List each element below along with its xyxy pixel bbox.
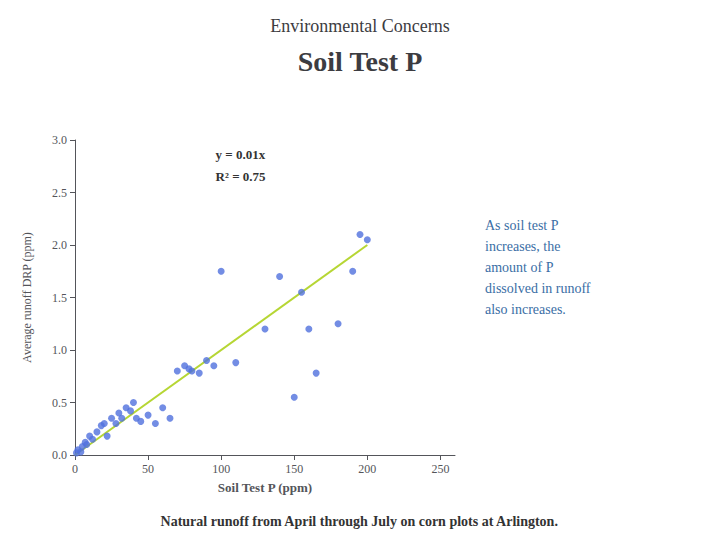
svg-text:150: 150 (285, 462, 303, 476)
svg-text:increases, the: increases, the (485, 239, 560, 254)
svg-text:1.5: 1.5 (52, 291, 67, 305)
svg-text:2.0: 2.0 (52, 238, 67, 252)
svg-text:R² = 0.75: R² = 0.75 (216, 169, 266, 184)
svg-text:0.0: 0.0 (52, 448, 67, 462)
svg-text:250: 250 (431, 462, 449, 476)
svg-text:0.5: 0.5 (52, 396, 67, 410)
svg-text:200: 200 (358, 462, 376, 476)
svg-text:100: 100 (212, 462, 230, 476)
svg-text:y = 0.01x: y = 0.01x (216, 147, 266, 162)
svg-text:dissolved in runoff: dissolved in runoff (485, 281, 591, 296)
svg-text:Soil Test P: Soil Test P (298, 46, 422, 77)
svg-text:2.5: 2.5 (52, 186, 67, 200)
svg-text:Natural runoff from April thro: Natural runoff from April through July o… (161, 514, 558, 529)
svg-text:1.0: 1.0 (52, 343, 67, 357)
svg-text:Environmental Concerns: Environmental Concerns (270, 16, 449, 36)
svg-text:As soil test P: As soil test P (485, 218, 559, 233)
svg-text:also increases.: also increases. (485, 302, 566, 317)
svg-text:Soil Test P (ppm): Soil Test P (ppm) (218, 480, 312, 495)
svg-text:Average runoff DRP (ppm): Average runoff DRP (ppm) (20, 232, 34, 363)
svg-text:0: 0 (72, 462, 78, 476)
svg-text:amount of P: amount of P (485, 260, 554, 275)
svg-text:50: 50 (142, 462, 154, 476)
svg-text:3.0: 3.0 (52, 133, 67, 147)
